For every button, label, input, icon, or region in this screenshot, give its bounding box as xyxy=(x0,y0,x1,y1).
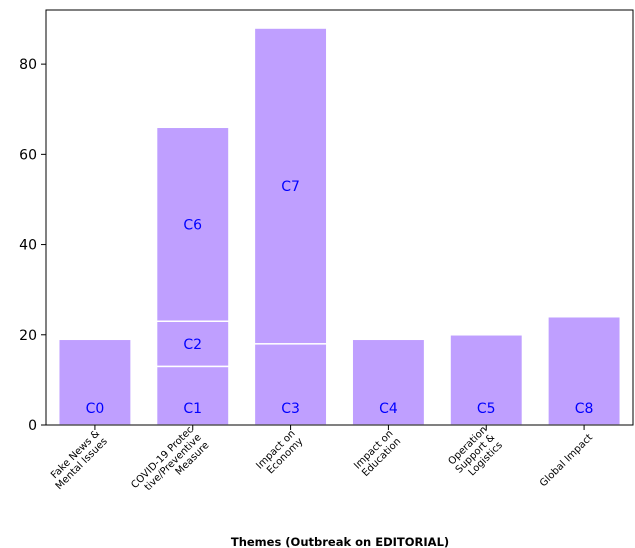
x-tick-label: Global Impact xyxy=(538,432,595,489)
y-tick-label: 20 xyxy=(19,328,37,344)
x-tick-label: OperationSupport &Logistics xyxy=(446,424,505,483)
bar-segment-c6 xyxy=(155,126,230,322)
segment-label-c0: C0 xyxy=(86,401,105,417)
x-tick-label: Impact onEconomy xyxy=(254,428,305,479)
segment-labels-layer: C0 C1 C2 C6 C3 C7 C4 C5 C8 xyxy=(86,179,594,417)
bar-segment-c1 xyxy=(155,365,230,426)
segment-label-c7: C7 xyxy=(281,179,300,195)
segment-label-c2: C2 xyxy=(183,337,202,353)
y-tick-label: 80 xyxy=(19,57,37,73)
y-tick-label: 0 xyxy=(28,418,37,434)
segment-label-c1: C1 xyxy=(183,401,202,417)
segment-label-c4: C4 xyxy=(379,401,398,417)
bar-segment-c0 xyxy=(57,338,132,426)
bar-segment-c5 xyxy=(449,334,524,426)
x-axis-title: Themes (Outbreak on EDITORIAL) xyxy=(231,535,449,548)
bar-segment-c7 xyxy=(253,27,328,345)
y-tick-label: 60 xyxy=(19,147,37,163)
plot-frame xyxy=(45,9,634,426)
x-tick-label: Impact onEducation xyxy=(352,428,403,479)
segment-label-c5: C5 xyxy=(477,401,496,417)
x-tick-label: COVID-19 Protective/PreventiveMeasure xyxy=(129,424,211,506)
x-tick-label: Fake News &Mental Issues xyxy=(46,428,110,492)
bars-layer xyxy=(57,27,622,426)
segment-label-c8: C8 xyxy=(575,401,594,417)
segment-label-c6: C6 xyxy=(183,217,202,233)
segment-label-c3: C3 xyxy=(281,401,300,417)
y-tick-label: 40 xyxy=(19,238,37,254)
